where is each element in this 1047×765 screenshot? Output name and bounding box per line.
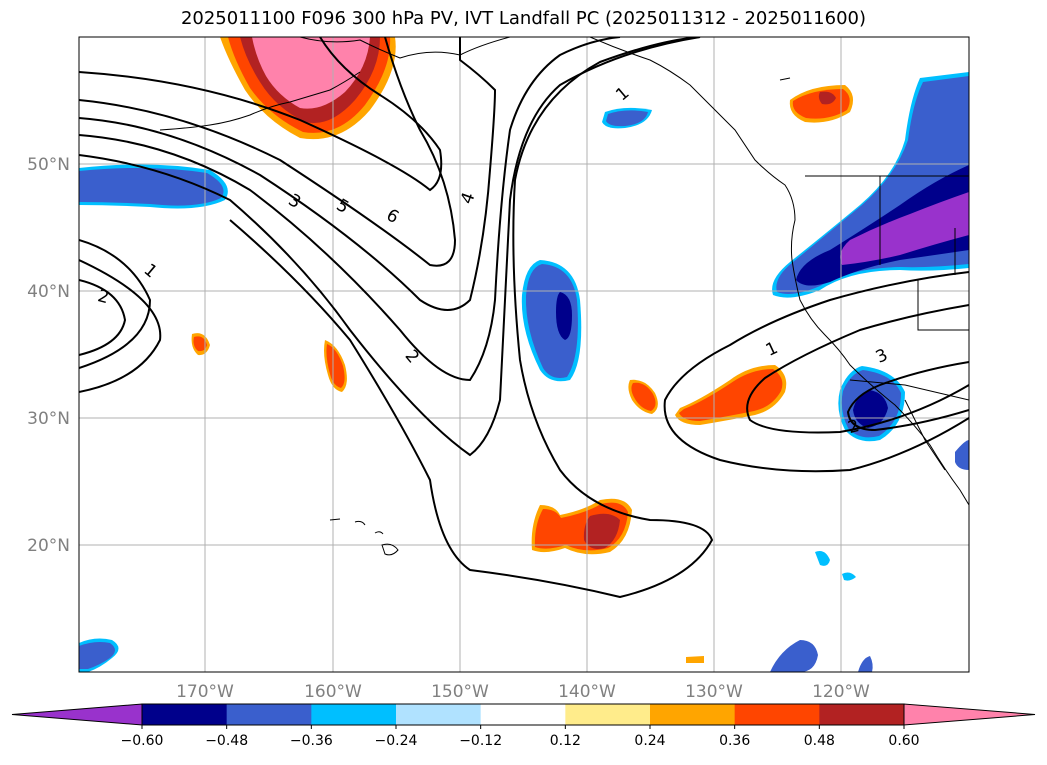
colorbar-segment <box>311 704 397 725</box>
map-area: 1 2 3 5 6 4 2 1 1 3 2 <box>79 37 969 672</box>
colorbar-extend-low <box>11 703 143 726</box>
negative-pv-anomaly-small <box>79 107 969 672</box>
plot-frame <box>78 36 970 673</box>
lon-label: 160°W <box>304 682 362 702</box>
negative-pv-anomaly-central <box>521 260 582 382</box>
lat-label: 20°N <box>27 536 70 556</box>
longitude-labels: 170°W 160°W 150°W 140°W 130°W 120°W <box>176 682 870 702</box>
lon-label: 130°W <box>685 682 743 702</box>
colorbar-outline <box>141 703 905 726</box>
lon-label: 140°W <box>558 682 616 702</box>
negative-pv-anomaly-west <box>79 164 228 209</box>
lat-label: 30°N <box>27 409 70 429</box>
lon-label: 120°W <box>812 682 870 702</box>
positive-pv-anomaly-subtropics <box>191 85 854 663</box>
colorbar-segment <box>734 704 820 725</box>
colorbar-tick-label: 0.12 <box>550 733 581 749</box>
colorbar-tick-label: −0.12 <box>459 733 502 749</box>
political-borders <box>805 175 969 401</box>
lon-label: 170°W <box>176 682 234 702</box>
negative-pv-anomaly-northeast <box>772 72 969 298</box>
colorbar-segment <box>650 704 736 725</box>
colorbar: −0.60 −0.48 −0.36 −0.24 −0.12 0.12 0.24 0.36 0.4… <box>11 703 1036 749</box>
colorbar-segment <box>396 704 482 725</box>
colorbar-segment <box>819 704 905 725</box>
colorbar-segment <box>565 704 651 725</box>
colorbar-extend-high <box>903 703 1036 726</box>
colorbar-segment <box>480 704 566 725</box>
colorbar-tick-label: −0.60 <box>121 733 164 749</box>
coastlines <box>159 37 969 556</box>
colorbar-tick-label: −0.24 <box>375 733 418 749</box>
colorbar-segment <box>226 704 312 725</box>
colorbar-tick-label: 0.48 <box>804 733 835 749</box>
contour-label: 2 <box>846 416 862 438</box>
colorbar-tick-label: 0.24 <box>634 733 665 749</box>
colorbar-tick-label: 0.36 <box>719 733 750 749</box>
lat-label: 50°N <box>27 155 70 175</box>
lon-label: 150°W <box>431 682 489 702</box>
lat-label: 40°N <box>27 282 70 302</box>
colorbar-segment <box>142 704 228 725</box>
colorbar-tick-label: −0.36 <box>290 733 333 749</box>
colorbar-tick-label: −0.48 <box>205 733 248 749</box>
map-title: 2025011100 F096 300 hPa PV, IVT Landfall… <box>180 8 867 29</box>
colorbar-tick-label: 0.60 <box>888 733 919 749</box>
contour-label: 2 <box>95 286 111 308</box>
latitude-labels: 50°N 40°N 30°N 20°N <box>27 155 70 556</box>
gridlines <box>79 37 969 672</box>
positive-pv-anomaly-alaska <box>220 37 396 140</box>
pc-contours <box>79 37 969 599</box>
